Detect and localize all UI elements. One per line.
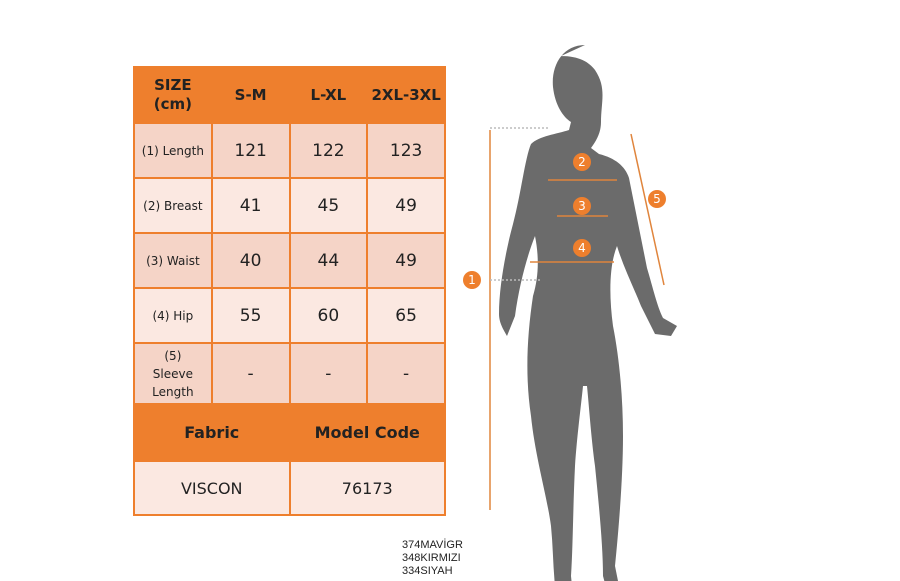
cell: 65: [366, 287, 446, 344]
model-code-value: 76173: [288, 460, 446, 516]
cell: 49: [366, 177, 446, 234]
header-l-xl: L-XL: [288, 66, 369, 124]
measurement-lines: [489, 127, 665, 510]
row-label: (1) Length: [133, 122, 213, 179]
marker-3: 3: [573, 197, 591, 215]
cell: -: [210, 342, 291, 405]
cell: 44: [288, 232, 369, 289]
fabric-label: Fabric: [133, 403, 291, 462]
svg-text:4: 4: [578, 241, 586, 255]
cell: -: [366, 342, 446, 405]
color-code: 334SIYAH: [402, 565, 453, 577]
marker-1: 1: [463, 271, 481, 289]
row-label: (3) Waist: [133, 232, 213, 289]
cell: 45: [288, 177, 369, 234]
row-label: (5) Sleeve Length: [133, 342, 213, 405]
table-row: (4) Hip 55 60 65: [133, 287, 446, 344]
fabric-value: VISCON: [133, 460, 291, 516]
cell: 123: [366, 122, 446, 179]
fabric-header-row: Fabric Model Code: [133, 403, 446, 462]
header-s-m: S-M: [210, 66, 291, 124]
model-code-label: Model Code: [288, 403, 446, 462]
size-chart-table: SIZE (cm) S-M L-XL 2XL-3XL (1) Length 12…: [133, 66, 446, 516]
svg-text:3: 3: [578, 199, 586, 213]
svg-text:1: 1: [468, 273, 476, 287]
fabric-value-row: VISCON 76173: [133, 460, 446, 516]
table-row: (3) Waist 40 44 49: [133, 232, 446, 289]
header-2xl-3xl: 2XL-3XL: [366, 66, 446, 124]
cell: 122: [288, 122, 369, 179]
marker-2: 2: [573, 153, 591, 171]
color-code: 374MAVİGR: [402, 539, 463, 551]
svg-text:5: 5: [653, 192, 661, 206]
woman-silhouette: [499, 45, 677, 581]
table-row: (5) Sleeve Length - - -: [133, 342, 446, 405]
table-row: (2) Breast 41 45 49: [133, 177, 446, 234]
table-row: (1) Length 121 122 123: [133, 122, 446, 179]
marker-4: 4: [573, 239, 591, 257]
cell: -: [288, 342, 369, 405]
marker-5: 5: [648, 190, 666, 208]
svg-text:2: 2: [578, 155, 586, 169]
color-codes: 374MAVİGR 348KIRMIZI 334SIYAH: [402, 539, 463, 578]
cell: 121: [210, 122, 291, 179]
cell: 49: [366, 232, 446, 289]
cell: 55: [210, 287, 291, 344]
header-size: SIZE (cm): [133, 66, 213, 124]
color-code: 348KIRMIZI: [402, 552, 461, 564]
row-label: (2) Breast: [133, 177, 213, 234]
cell: 60: [288, 287, 369, 344]
header-row: SIZE (cm) S-M L-XL 2XL-3XL: [133, 66, 446, 124]
cell: 40: [210, 232, 291, 289]
row-label: (4) Hip: [133, 287, 213, 344]
cell: 41: [210, 177, 291, 234]
